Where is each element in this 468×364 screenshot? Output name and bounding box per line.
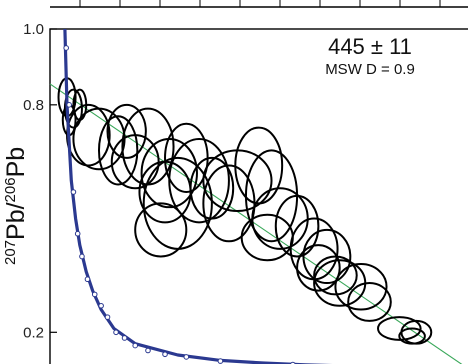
error-ellipse [240,213,294,262]
error-ellipse [347,282,392,322]
top-tick-marks [79,0,441,7]
concordia-age-marker [145,347,151,354]
concordia-age-marker [113,329,119,336]
concordia-age-marker [84,276,91,283]
y-tick-label: 0.2 [23,324,44,341]
error-ellipse [106,103,147,159]
mswd-annotation: MSW D = 0.9 [325,61,415,78]
error-ellipse [313,255,358,296]
ellipse-layer [57,77,433,345]
y-axis-label: 207Pb/206Pb [2,147,30,265]
concordia-age-marker [91,291,98,298]
concordia-age-marker [104,314,111,320]
concordia-age-marker [183,354,190,360]
y-ticks: 1.0 0.8 0.2 [23,21,57,341]
concordia-age-marker [70,189,77,195]
error-ellipse [296,244,341,292]
error-ellipse [110,134,160,190]
concordia-age-marker [121,335,128,341]
age-annotation: 445 ± 11 [328,34,412,59]
plot-frame [49,28,468,364]
regression-line [49,83,463,364]
error-ellipse [97,115,139,186]
concordia-age-marker [217,358,224,364]
concordia-age-marker [63,45,69,51]
y-tick-label: 1.0 [23,21,44,38]
y-tick-label: 0.8 [23,97,44,114]
concordia-age-marker [162,351,168,358]
error-ellipse [334,263,388,311]
concordia-layer [63,28,333,364]
error-ellipse [168,137,230,224]
concordia-age-marker [74,230,81,237]
concordia-age-marker [132,342,138,349]
error-ellipse [134,202,188,258]
regression-layer [49,83,463,364]
error-ellipse [400,319,433,345]
concordia-age-marker [66,102,72,108]
error-ellipse [398,327,426,345]
error-ellipse [377,316,422,341]
concordia-age-marker [98,302,104,309]
error-ellipse [234,126,284,205]
error-ellipse [189,156,235,220]
error-ellipse [274,194,320,258]
concordia-age-marker [79,253,85,260]
error-ellipse [302,228,352,285]
